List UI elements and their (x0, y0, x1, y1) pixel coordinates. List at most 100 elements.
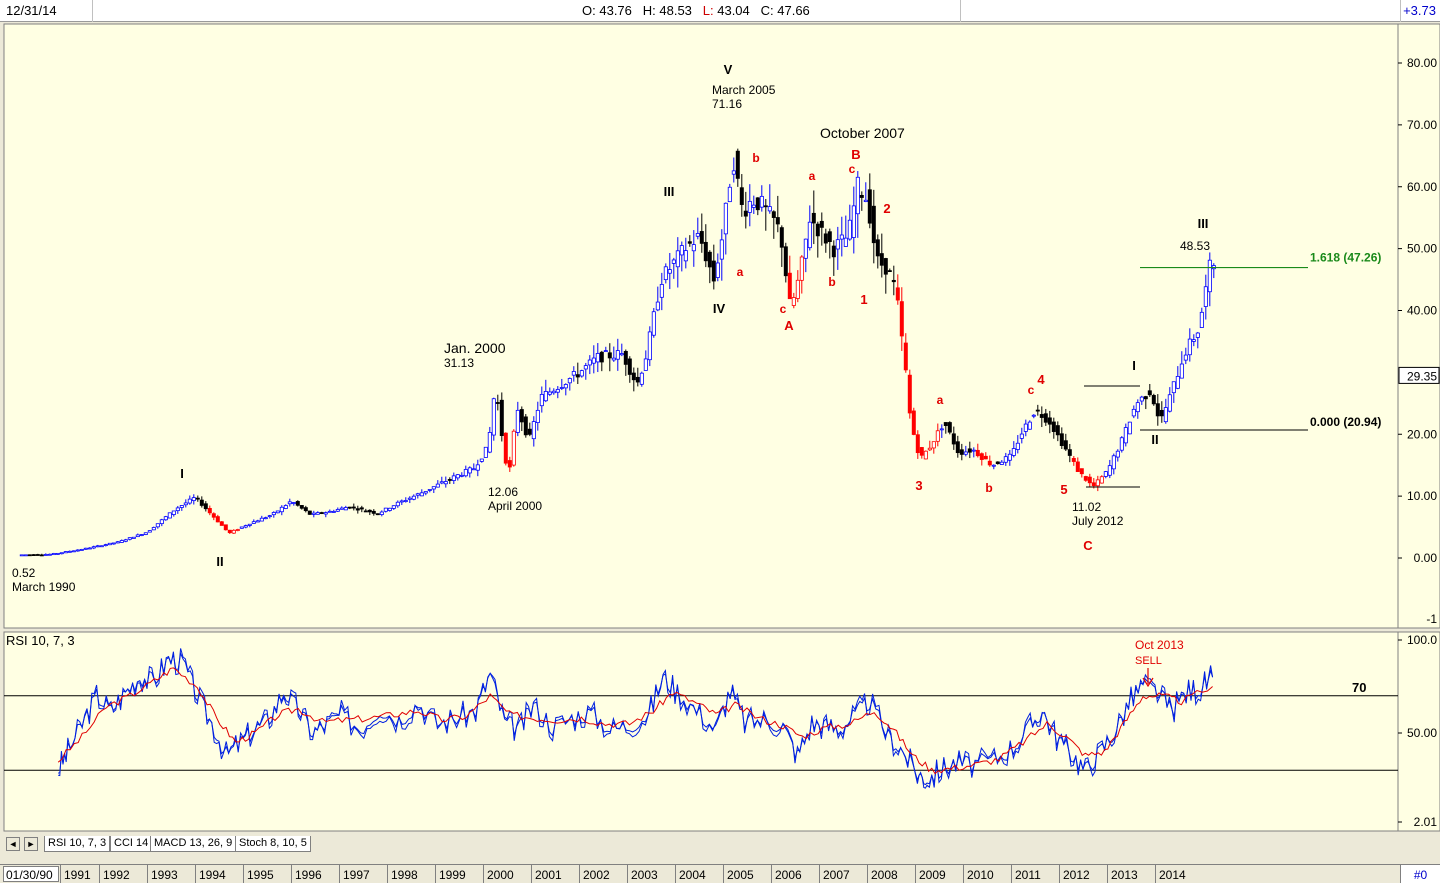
year-label: 2014 (1155, 865, 1203, 883)
candle-body (787, 272, 792, 300)
price-tick-label: 40.00 (1407, 304, 1437, 318)
fib-0-label: 0.000 (20.94) (1310, 415, 1381, 429)
candle-body (1103, 471, 1108, 477)
candle-body (1135, 402, 1140, 413)
wave-label-black: III (1198, 216, 1209, 231)
candle-body (855, 176, 860, 215)
candle-body (47, 553, 52, 556)
candle-body (83, 547, 88, 550)
candle-body (567, 378, 572, 384)
candle-body (939, 428, 944, 431)
candle-body (147, 530, 152, 533)
candle-body (963, 451, 968, 455)
candle-body (943, 422, 948, 426)
candle-body (839, 234, 844, 240)
candle-body (499, 399, 504, 436)
header-divider (1400, 0, 1401, 22)
candle-body (511, 430, 516, 466)
candle-body (35, 554, 40, 556)
rsi-pane[interactable] (3, 631, 1399, 832)
high-value: 48.53 (659, 3, 692, 18)
candle-body (1071, 458, 1076, 462)
candle-body (967, 448, 972, 453)
candle-body (427, 489, 432, 491)
year-label: 2005 (723, 865, 771, 883)
candle-body (835, 239, 840, 250)
candle-body (691, 244, 696, 252)
start-date-field[interactable]: 01/30/90 (3, 866, 59, 882)
candle-body (239, 526, 244, 529)
candle-body (1099, 476, 1104, 484)
candle-body (619, 353, 624, 356)
candle-body (459, 474, 464, 477)
candle-body (295, 501, 300, 506)
candle-body (759, 195, 764, 208)
candle-body (375, 513, 380, 516)
tab-macd[interactable]: MACD 13, 26, 9 (150, 836, 237, 852)
annotation-text: 12.06 (488, 485, 518, 499)
low-label: L: (702, 3, 714, 18)
annotation-text: 11.02 (1072, 500, 1101, 514)
candle-body (863, 199, 868, 203)
candle-body (991, 464, 996, 467)
tab-rsi[interactable]: RSI 10, 7, 3 (44, 836, 111, 852)
candle-body (127, 537, 132, 540)
year-label: 1991 (60, 865, 102, 883)
candle-body (175, 507, 180, 512)
candle-body (43, 554, 48, 556)
candle-body (1119, 437, 1124, 451)
candle-body (847, 219, 852, 240)
candle-body (219, 521, 224, 526)
date-axis[interactable]: 1991 1992 1993 1994 1995 1996 1997 1998 1999 2000… (0, 864, 1440, 883)
candle-body (783, 246, 788, 277)
open-label: O: (582, 3, 596, 18)
wave-label-red: c (849, 162, 856, 176)
wave-label-black: I (1132, 358, 1136, 373)
candle-body (363, 510, 368, 513)
candle-body (899, 301, 904, 337)
tab-next-button[interactable]: ► (24, 837, 38, 851)
high-label: H: (642, 3, 656, 18)
candle-body (591, 357, 596, 364)
candle-body (1055, 425, 1060, 436)
candle-body (663, 266, 668, 281)
price-tick-label: 20.00 (1407, 427, 1437, 441)
year-label: 2009 (915, 865, 963, 883)
tab-prev-button[interactable]: ◄ (6, 837, 20, 851)
candle-body (975, 449, 980, 457)
candle-body (415, 493, 420, 496)
candle-body (519, 409, 524, 423)
candle-body (1147, 390, 1152, 396)
year-label: 1994 (195, 865, 243, 883)
year-label: 2006 (771, 865, 819, 883)
candle-body (319, 512, 324, 514)
candle-body (695, 233, 700, 237)
rsi-line (57, 651, 1214, 786)
candle-body (211, 513, 216, 518)
candle-body (1007, 453, 1012, 461)
price-pane[interactable] (3, 23, 1399, 629)
candle-body (983, 455, 988, 460)
candle-body (599, 351, 604, 363)
chart-canvas[interactable]: 80.00 70.00 60.00 50.00 40.00 20.00 10.00 0.00 2… (0, 0, 1440, 864)
current-price-box (1398, 366, 1440, 384)
candle-body (467, 467, 472, 474)
candle-body (583, 365, 588, 370)
rsi-axis[interactable] (1397, 631, 1440, 832)
candle-body (1043, 413, 1048, 423)
candle-body (615, 350, 620, 360)
tab-stoch[interactable]: Stoch 8, 10, 5 (235, 836, 311, 852)
tab-cci[interactable]: CCI 14 (110, 836, 153, 852)
candle-body (247, 523, 252, 526)
candle-body (1095, 479, 1100, 487)
candle-body (343, 507, 348, 511)
wave-label-red: b (985, 481, 992, 495)
price-axis[interactable] (1397, 23, 1440, 629)
candle-body (1115, 450, 1120, 458)
candle-body (443, 481, 448, 485)
candle-body (1195, 332, 1200, 338)
candle-body (1171, 381, 1176, 394)
candle-body (55, 552, 60, 555)
candle-body (263, 517, 268, 520)
candle-body (543, 391, 548, 402)
